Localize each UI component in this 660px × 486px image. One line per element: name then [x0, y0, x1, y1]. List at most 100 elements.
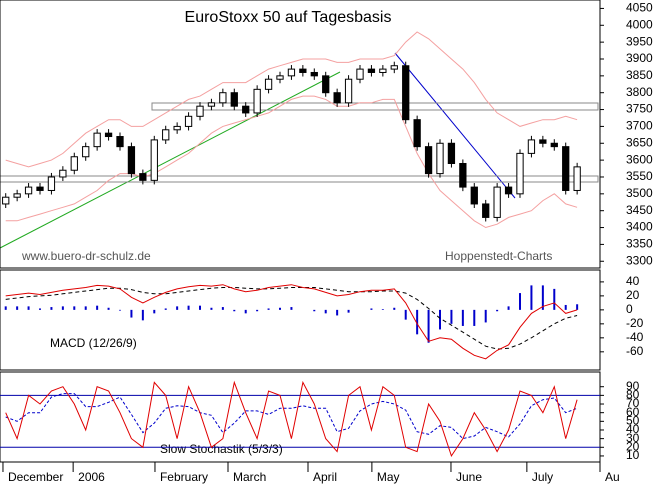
candle-body — [299, 68, 307, 73]
y-tick-label: 40 — [626, 274, 640, 288]
y-tick-label: 4000 — [626, 17, 653, 31]
candle-body — [573, 166, 581, 191]
x-tick-label: May — [377, 470, 400, 484]
stoch-d — [5, 393, 578, 440]
y-tick-label: 20 — [626, 288, 640, 302]
trend-line — [0, 71, 341, 249]
macd-line — [5, 284, 578, 360]
y-tick-label: 3600 — [626, 152, 653, 166]
candle-body — [139, 173, 147, 181]
y-tick-label: 3950 — [626, 34, 653, 48]
panel-frame — [0, 0, 601, 269]
candle-body — [504, 186, 513, 195]
y-tick-label: 50 — [626, 413, 640, 427]
y-tick-label: 3850 — [626, 68, 653, 82]
panel-label: MACD (12/26/9) — [50, 336, 137, 350]
candle-body — [116, 136, 124, 148]
x-tick-label: Au — [605, 470, 620, 484]
candle-body — [47, 176, 56, 191]
trend-line — [394, 52, 516, 199]
candle-body — [162, 129, 170, 141]
y-tick-label: 3300 — [626, 253, 653, 267]
stoch-k — [5, 380, 578, 458]
candle-body — [344, 78, 353, 104]
chart-title: EuroStoxx 50 auf Tagesbasis — [185, 9, 392, 26]
y-tick-label: -40 — [626, 330, 644, 344]
y-tick-label: 4050 — [626, 1, 653, 15]
candle-body — [322, 75, 330, 94]
range-box — [151, 102, 599, 111]
candle-body — [539, 139, 547, 144]
candle-body — [470, 186, 478, 205]
annotation: Hoppenstedt-Charts — [445, 249, 552, 263]
y-tick-label: 3350 — [626, 237, 653, 251]
candle-body — [264, 78, 273, 90]
x-tick-label: June — [456, 470, 482, 484]
annotation: www.buero-dr-schulz.de — [21, 249, 151, 263]
candle-body — [516, 152, 524, 195]
bollinger-band — [5, 95, 578, 229]
candle-body — [287, 68, 296, 77]
candle-body — [2, 196, 10, 205]
y-tick-label: -20 — [626, 316, 644, 330]
candle-body — [379, 68, 387, 73]
panel-label: Slow Stochastik (5/3/3) — [160, 442, 283, 456]
candle-body — [276, 75, 284, 80]
x-tick-label: 2006 — [78, 470, 105, 484]
candle-body — [390, 65, 398, 70]
candle-body — [207, 102, 216, 107]
y-tick-label: 40 — [626, 422, 640, 436]
candle-body — [310, 71, 318, 77]
candle-body — [424, 146, 433, 175]
candle-body — [59, 169, 67, 178]
candle-body — [367, 68, 376, 73]
x-tick-label: July — [532, 470, 553, 484]
y-tick-label: 3400 — [626, 220, 653, 234]
candle-body — [82, 146, 90, 158]
x-tick-label: April — [313, 470, 337, 484]
candle-body — [196, 105, 204, 117]
candle-body — [36, 186, 44, 191]
y-tick-label: 3450 — [626, 203, 653, 217]
candle-body — [127, 146, 136, 175]
candle-body — [70, 156, 78, 171]
signal-line — [5, 287, 578, 350]
candle-body — [333, 92, 341, 104]
candle-body — [242, 105, 250, 114]
candle-body — [527, 139, 536, 154]
candle-body — [104, 132, 113, 138]
candle-body — [447, 142, 456, 164]
y-tick-label: 70 — [626, 396, 640, 410]
y-tick-label: 60 — [626, 405, 640, 419]
range-box — [0, 175, 599, 183]
candle-body — [219, 92, 227, 104]
bollinger-band — [5, 31, 578, 168]
candle-body — [493, 186, 501, 218]
y-tick-label: 20 — [626, 439, 640, 453]
candle-body — [24, 186, 33, 195]
x-tick-label: March — [233, 470, 266, 484]
candle-body — [184, 115, 193, 127]
y-tick-label: 0 — [626, 302, 633, 316]
candle-body — [230, 92, 238, 107]
y-tick-label: 90 — [626, 379, 640, 393]
candle-body — [436, 142, 444, 175]
candle-body — [402, 65, 410, 121]
candle-body — [93, 132, 101, 148]
candle-body — [173, 125, 181, 131]
y-tick-label: 3650 — [626, 135, 653, 149]
y-tick-label: 3750 — [626, 102, 653, 116]
panel-frame — [0, 371, 601, 463]
y-tick-label: 80 — [626, 388, 640, 402]
candle-body — [13, 193, 21, 198]
y-tick-label: 3700 — [626, 119, 653, 133]
panel-frame — [0, 269, 601, 371]
y-tick-label: 3550 — [626, 169, 653, 183]
x-tick-label: December — [8, 470, 63, 484]
candle-body — [253, 88, 261, 114]
candle-body — [550, 142, 558, 148]
candle-body — [413, 119, 421, 148]
